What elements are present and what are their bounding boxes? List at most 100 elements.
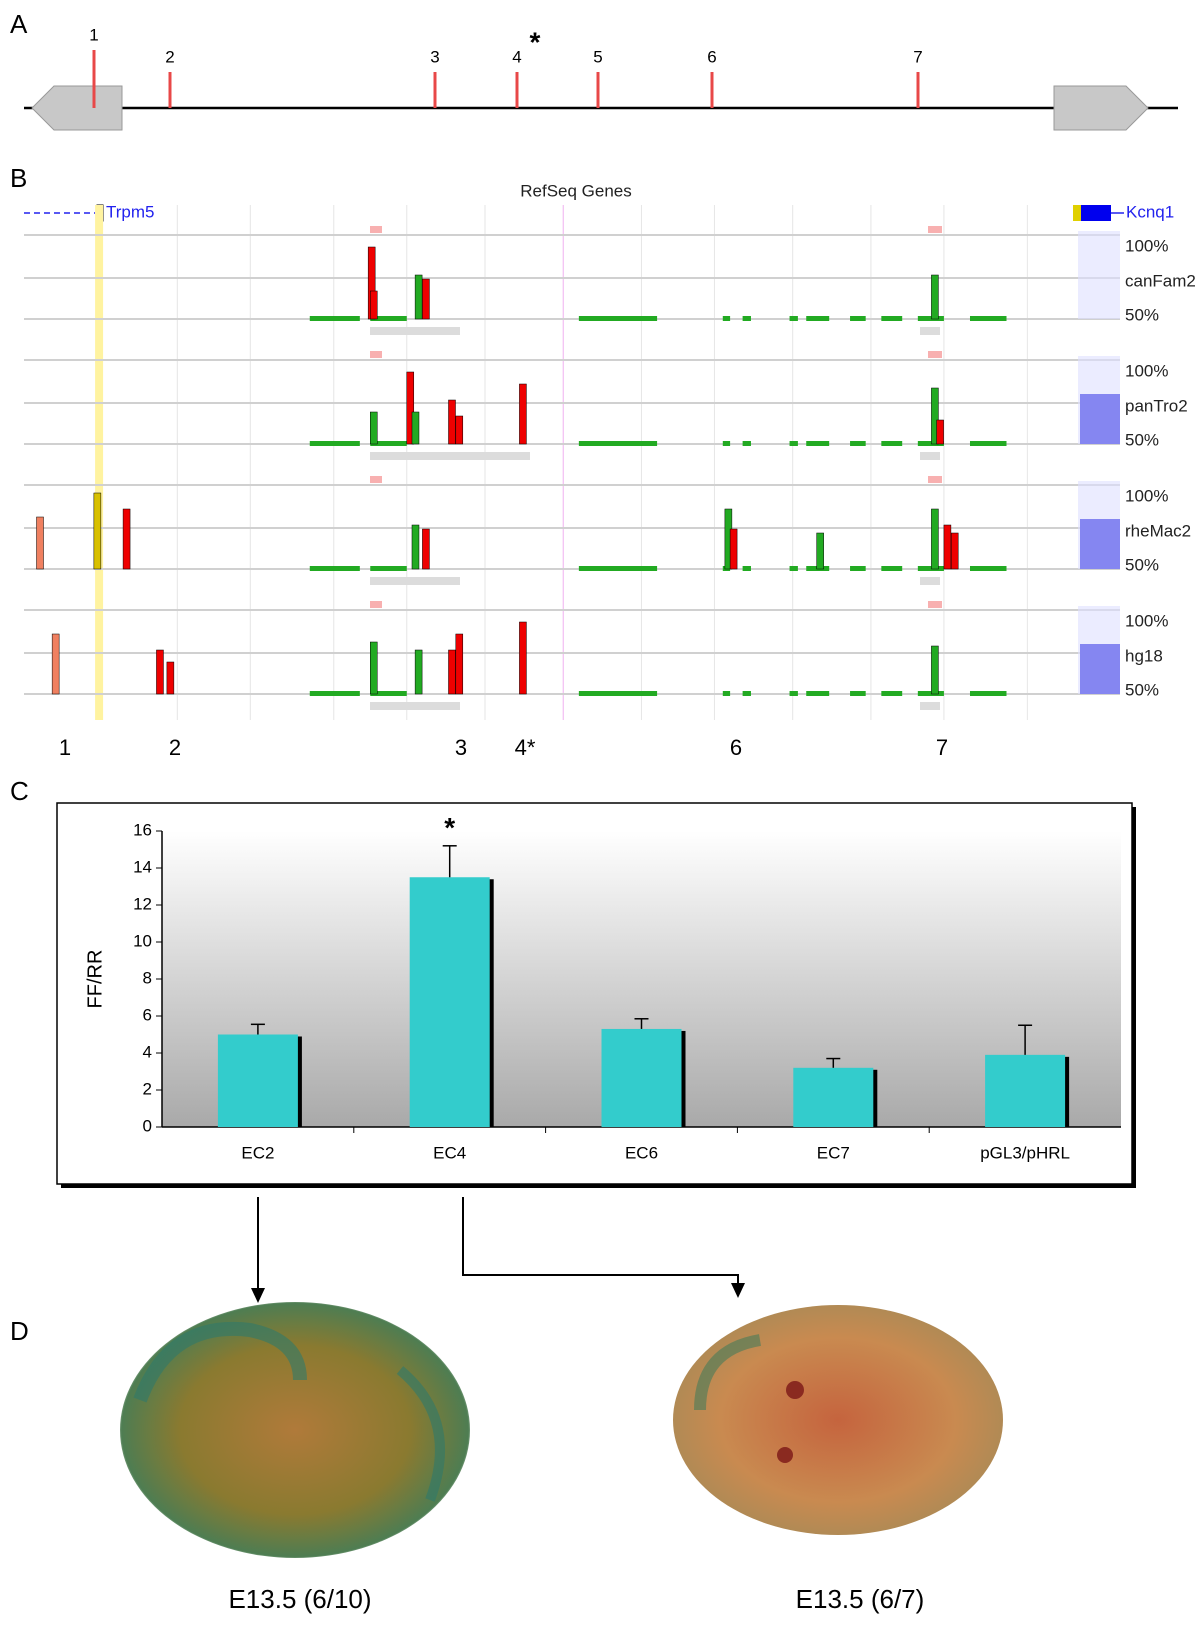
conserved-segment (370, 691, 407, 696)
conservation-bar (943, 524, 952, 570)
pink-box (928, 351, 942, 358)
conserved-segment (309, 566, 360, 571)
conserved-segment (309, 441, 360, 446)
y-tick-label: 16 (133, 820, 152, 839)
conservation-bar (166, 661, 175, 695)
conserved-segment (722, 691, 731, 696)
gap-bar (370, 452, 530, 460)
gene-left (31, 85, 123, 131)
conserved-segment (806, 441, 830, 446)
conservation-bar (931, 274, 939, 320)
track-name: panTro2 (1125, 396, 1188, 415)
embryo-feature (786, 1381, 804, 1399)
conserved-segment (917, 566, 944, 571)
gene-right (1053, 85, 1149, 131)
bar (409, 877, 490, 1127)
panel-label: A (10, 9, 28, 39)
conserved-segment (806, 316, 830, 321)
y-tick-label: 4 (143, 1042, 152, 1061)
conserved-segment (742, 566, 751, 571)
conservation-bar (370, 290, 378, 320)
conservation-bar (729, 528, 738, 570)
pink-box (370, 601, 382, 608)
conserved-segment (969, 691, 1007, 696)
conserved-segment (578, 566, 658, 571)
tracks: 100% canFam2 50% 100% panTro2 50% 100% rheMac2 5… (24, 205, 1196, 760)
pink-box (928, 476, 942, 483)
conservation-bar (406, 371, 415, 445)
exon (1073, 205, 1081, 221)
conservation-bar (455, 415, 464, 445)
site-label: 2 (165, 47, 174, 66)
site-label: 2 (169, 735, 181, 760)
conservation-bar (51, 633, 60, 695)
conservation-bar (931, 645, 939, 695)
gap-bar (370, 327, 460, 335)
conserved-segment (850, 691, 866, 696)
site-label: 7 (936, 735, 948, 760)
conservation-bar (448, 649, 456, 695)
highlight (1078, 356, 1120, 444)
gene-label: Trpm5 (106, 202, 155, 221)
track-pct: 50% (1125, 680, 1159, 699)
conserved-segment (806, 691, 830, 696)
x-tick-label: EC6 (625, 1143, 658, 1162)
conservation-bar (519, 383, 527, 445)
conserved-segment (370, 441, 407, 446)
track-header: RefSeq Genes (520, 181, 632, 200)
arrowhead (731, 1283, 745, 1298)
conserved-segment (881, 691, 903, 696)
x-tick-label: EC4 (433, 1143, 466, 1162)
gap-bar (920, 327, 940, 335)
conserved-segment (850, 566, 866, 571)
conserved-segment (969, 566, 1007, 571)
conserved-segment (969, 441, 1007, 446)
conservation-bar (422, 528, 430, 570)
conserved-segment (917, 691, 944, 696)
conservation-bar (936, 419, 944, 445)
conserved-segment (722, 316, 731, 321)
y-tick-label: 2 (143, 1079, 152, 1098)
track-pct: 100% (1125, 486, 1168, 505)
pink-box (370, 476, 382, 483)
caption: E13.5 (6/7) (796, 1584, 925, 1614)
conservation-bar (931, 387, 939, 445)
bar (985, 1054, 1066, 1127)
conserved-segment (578, 441, 658, 446)
site-label: 7 (913, 47, 922, 66)
conserved-segment (789, 441, 798, 446)
y-tick-label: 14 (133, 857, 152, 876)
y-tick-label: 6 (143, 1005, 152, 1024)
conservation-bar (411, 524, 420, 570)
site-label: 6 (730, 735, 742, 760)
panel-label: C (10, 776, 29, 806)
pink-box (370, 351, 382, 358)
conservation-bar (448, 399, 456, 445)
exon (1081, 205, 1111, 221)
track-pct: 50% (1125, 430, 1159, 449)
conserved-segment (789, 691, 798, 696)
conserved-segment (742, 316, 751, 321)
sites: 1 2 3 4 5 6 7 * (89, 25, 923, 108)
gap-bar (920, 452, 940, 460)
pink-box (928, 601, 942, 608)
annotation: * (444, 812, 455, 843)
highlight (1078, 606, 1120, 694)
x-tick-label: pGL3/pHRL (980, 1143, 1070, 1162)
caption: E13.5 (6/10) (228, 1584, 371, 1614)
conserved-segment (881, 441, 903, 446)
embryo-stain (396, 1366, 445, 1502)
track-pct: 100% (1125, 236, 1168, 255)
conserved-segment (881, 316, 903, 321)
track-name: canFam2 (1125, 271, 1196, 290)
conservation-bar (414, 649, 423, 695)
conserved-segment (850, 441, 866, 446)
site-label: 4 (512, 47, 521, 66)
bar (217, 1034, 298, 1127)
y-tick-label: 10 (133, 931, 152, 950)
embryo-stain (133, 1321, 307, 1403)
site-label: 1 (59, 735, 71, 760)
highlight (1078, 231, 1120, 319)
panel-label: B (10, 163, 27, 193)
